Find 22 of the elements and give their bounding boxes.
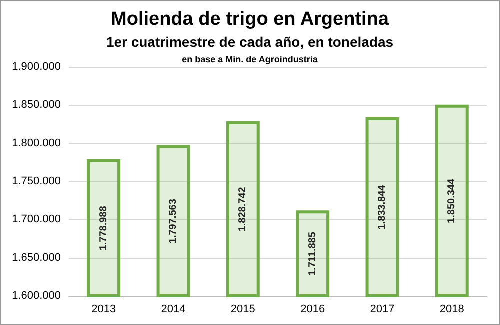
data-label: 1.778.988 bbox=[98, 206, 110, 251]
x-tick-label: 2014 bbox=[161, 304, 186, 316]
y-tick-label: 1.650.000 bbox=[12, 252, 61, 264]
y-tick-label: 1.800.000 bbox=[12, 137, 61, 150]
data-label: 1.850.344 bbox=[446, 178, 458, 224]
y-tick-label: 1.900.000 bbox=[12, 61, 61, 73]
text: en base a Min. de Agroindustria bbox=[182, 54, 319, 64]
data-label: 1.711.885 bbox=[307, 232, 318, 276]
x-tick-label: 2013 bbox=[92, 304, 116, 316]
x-tick-label: 2017 bbox=[370, 304, 395, 316]
x-tick-label: 2015 bbox=[230, 304, 256, 316]
chart-title: Molienda de trigo en Argentina bbox=[111, 9, 390, 30]
y-tick-label: 1.700.000 bbox=[12, 214, 61, 226]
x-tick-label: 2018 bbox=[440, 304, 464, 316]
data-label: 1.833.844 bbox=[377, 184, 388, 230]
chart-subtitle: 1er cuatrimestre de cada año, en toneladas bbox=[106, 34, 394, 50]
data-label: 1.828.742 bbox=[238, 186, 249, 232]
x-tick-label: 2016 bbox=[300, 304, 326, 316]
data-label: 1.797.563 bbox=[168, 198, 179, 244]
y-tick-label: 1.850.000 bbox=[12, 99, 61, 112]
y-tick-label: 1.750.000 bbox=[12, 176, 61, 188]
y-tick-label: 1.600.000 bbox=[12, 290, 61, 302]
